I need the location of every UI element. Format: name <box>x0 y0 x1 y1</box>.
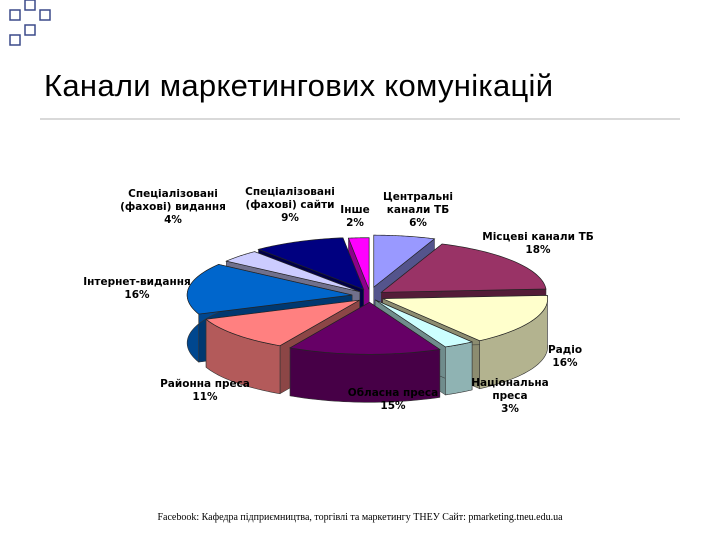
pie-slice-top-радіо <box>382 295 549 342</box>
pie-slice-top-центральні-канали-тб <box>373 234 436 288</box>
data-label-6: Районна преса 11% <box>160 378 250 403</box>
title-divider <box>40 118 680 120</box>
data-label-5: Обласна преса 15% <box>348 387 438 412</box>
pie-slice-wall-4 <box>445 341 473 396</box>
pie-slice-top-національна-преса <box>374 299 474 348</box>
data-label-8: Спеціалізовані (фахові) видання 4% <box>120 188 226 226</box>
data-label-9: Спеціалізовані (фахові) сайти 9% <box>245 186 335 224</box>
data-label-10: Інше 2% <box>340 204 369 229</box>
data-label-2: Місцеві канали ТБ 18% <box>482 231 594 256</box>
pie-slice-top-інше <box>347 237 370 290</box>
data-label-7: Інтернет-видання 16% <box>83 276 191 301</box>
footer-text: Facebook: Кафедра підприємництва, торгів… <box>157 512 563 523</box>
data-label-4: Національна преса 3% <box>471 377 548 415</box>
pie-slice-top-районна-преса <box>205 299 360 347</box>
pie-slice-top-місцеві-канали-тб <box>380 243 547 293</box>
data-label-3: Радіо 16% <box>548 344 582 369</box>
pie-slice-top-спеціалізовані-фахові-видання <box>225 251 360 293</box>
corner-decoration <box>9 0 51 46</box>
pie-slice-top-спеціалізовані-фахові-сайти <box>257 237 365 291</box>
pie-slice-top-обласна-преса <box>289 301 441 355</box>
page-title: Канали маркетингових комунікацій <box>44 68 554 103</box>
data-label-1: Центральні канали ТБ 6% <box>383 191 453 229</box>
pie-slice-top-інтернет-видання <box>186 264 353 315</box>
